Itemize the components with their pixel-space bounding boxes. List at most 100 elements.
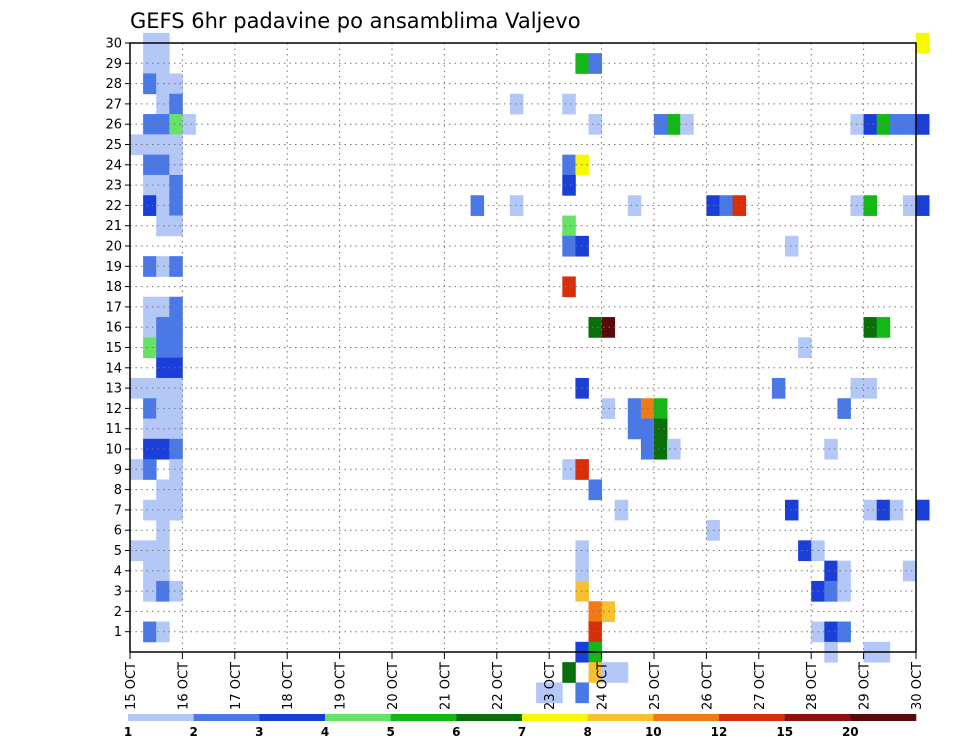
precip-cell [143, 580, 157, 602]
colorbar-swatch [850, 714, 917, 721]
precip-cell [562, 235, 576, 257]
precip-cell [824, 560, 838, 582]
colorbar-swatch [719, 714, 785, 721]
y-tick-label: 14 [105, 361, 122, 376]
y-tick-label: 12 [105, 402, 122, 417]
y-tick-label: 11 [105, 422, 122, 437]
precip-cell [143, 195, 157, 216]
y-tick-label: 21 [105, 219, 122, 234]
precip-cell [863, 195, 878, 216]
precip-cell [837, 560, 851, 582]
y-tick-label: 2 [114, 605, 122, 620]
precip-cell [169, 580, 183, 602]
precip-cell [143, 317, 157, 338]
precip-cell [549, 682, 563, 704]
colorbar-label: 8 [584, 725, 592, 739]
precip-cell [156, 540, 170, 562]
precip-cell [143, 438, 157, 460]
precip-cell [902, 195, 917, 216]
precip-cell [143, 540, 157, 562]
precip-cell [798, 337, 812, 359]
x-tick-label: 17 OCT [229, 662, 244, 710]
precip-cell [169, 93, 183, 115]
precip-cell [156, 195, 170, 216]
y-axis: 1234567891011121314151617181920212223242… [105, 37, 130, 640]
colorbar-swatch [522, 714, 588, 721]
precip-cell [156, 377, 170, 399]
precip-cell [169, 418, 183, 440]
x-tick-label: 15 OCT [124, 662, 139, 710]
precip-cell [863, 317, 878, 338]
x-axis: 15 OCT 16 OCT 17 OCT 18 OCT 19 OCT 20 OCT 21 O… [124, 652, 925, 710]
precip-cell [863, 377, 878, 399]
colorbar-legend: 1 2 3 4 5 6 7 8 10 12 15 20 [124, 714, 917, 739]
y-tick-label: 15 [105, 341, 122, 356]
y-tick-label: 26 [105, 118, 122, 133]
precip-cell [169, 296, 183, 318]
precip-cell [156, 174, 170, 196]
precip-cell [143, 377, 157, 399]
precip-cell [627, 418, 642, 440]
precip-cell [156, 438, 170, 460]
precip-cell [169, 317, 183, 338]
precip-cell [562, 276, 576, 298]
precip-cell [575, 682, 589, 704]
precip-cell [902, 560, 917, 582]
precip-cell [667, 114, 681, 135]
y-tick-label: 13 [105, 382, 122, 397]
precip-cell [876, 114, 891, 135]
precip-cell [156, 114, 170, 135]
precip-cell [169, 73, 183, 95]
colorbar-label: 4 [321, 725, 329, 739]
colorbar-swatch [325, 714, 391, 721]
precip-cell [156, 296, 170, 318]
precip-cell [536, 682, 550, 704]
precip-cell [156, 479, 170, 501]
x-tick-label: 27 OCT [753, 662, 768, 710]
colorbar-swatch [653, 714, 720, 721]
precip-cell [824, 621, 838, 643]
precip-cell [156, 520, 170, 541]
y-tick-label: 4 [114, 564, 122, 579]
precip-cell [169, 438, 183, 460]
x-tick-label: 24 OCT [596, 662, 611, 710]
precip-cell [654, 398, 668, 419]
precip-cell [156, 53, 170, 74]
precip-cell [169, 134, 183, 156]
precip-cell [916, 499, 930, 521]
precip-cell [143, 337, 157, 359]
y-tick-label: 25 [105, 138, 122, 153]
precip-cell [785, 499, 799, 521]
x-tick-label: 28 OCT [805, 662, 820, 710]
precip-cell [601, 317, 616, 338]
precip-cell [916, 32, 930, 54]
precip-cell [156, 621, 170, 643]
precip-cell [732, 195, 747, 216]
precip-cell [156, 93, 170, 115]
x-tick-label: 22 OCT [491, 662, 506, 710]
colorbar-swatch [587, 714, 654, 721]
grid-lines [130, 43, 916, 652]
precip-cell [143, 418, 157, 440]
precip-cell [588, 53, 602, 74]
precip-cell [169, 337, 183, 359]
precip-cell [654, 438, 668, 460]
precip-cell [876, 499, 891, 521]
colorbar-swatch [784, 714, 851, 721]
precip-cell [143, 296, 157, 318]
y-tick-label: 23 [105, 179, 122, 194]
colorbar-label: 5 [387, 725, 395, 739]
y-tick-label: 19 [105, 260, 122, 275]
precip-cell [588, 317, 602, 338]
precip-cell [916, 195, 930, 216]
colorbar-swatch [390, 714, 457, 721]
y-tick-label: 16 [105, 321, 122, 336]
precip-cell [902, 114, 917, 135]
precip-cell [143, 621, 157, 643]
precip-cell [719, 195, 733, 216]
precip-cell [143, 134, 157, 156]
precip-cell [156, 73, 170, 95]
precip-cell [837, 580, 851, 602]
precip-cell [837, 621, 851, 643]
